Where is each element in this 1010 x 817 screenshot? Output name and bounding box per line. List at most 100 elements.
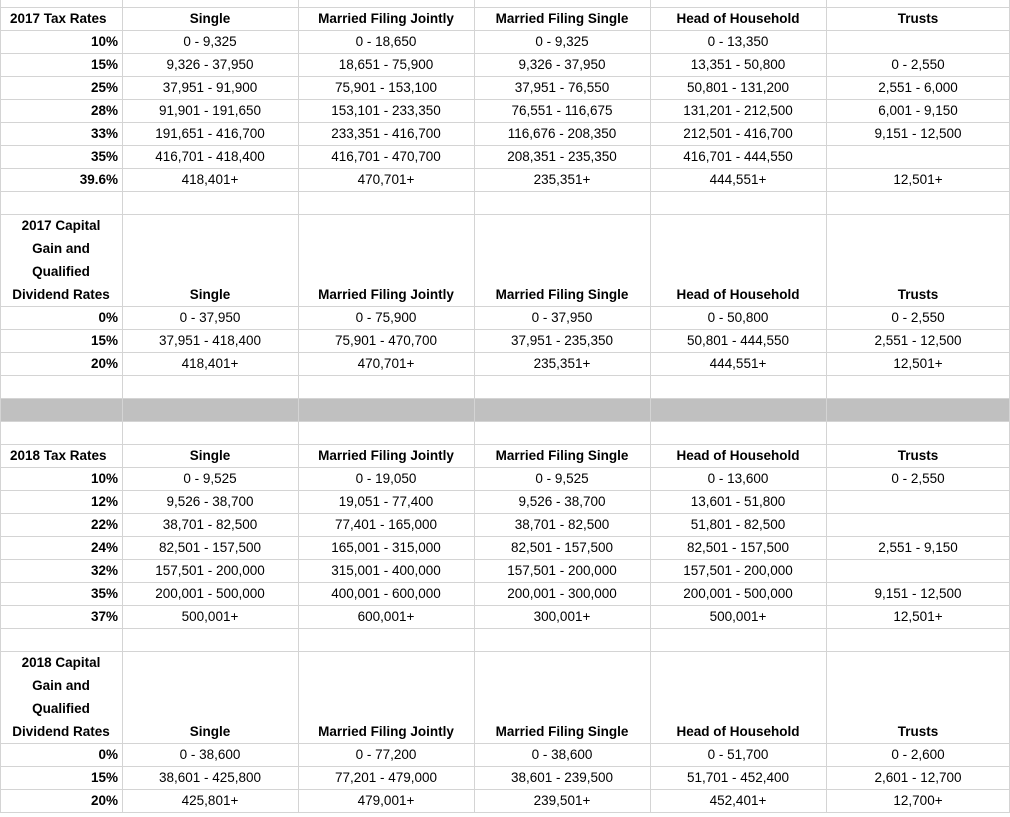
grid-line — [0, 191, 1010, 192]
grid-line — [0, 7, 1010, 8]
rate: 20% — [90, 356, 118, 371]
bracket: 38,601 - 239,500 — [510, 770, 614, 785]
bracket: 75,901 - 470,700 — [334, 333, 438, 348]
grid-line — [0, 122, 1010, 123]
section-title: Qualified — [32, 701, 90, 716]
grid-line — [474, 0, 475, 812]
bracket: 0 - 19,050 — [355, 471, 417, 486]
rate: 15% — [90, 333, 118, 348]
bracket: 200,001 - 500,000 — [155, 586, 265, 601]
section-title: Qualified — [32, 264, 90, 279]
bracket: 37,951 - 235,350 — [510, 333, 614, 348]
bracket: 212,501 - 416,700 — [683, 126, 793, 141]
bracket: 77,201 - 479,000 — [334, 770, 438, 785]
bracket: 51,701 - 452,400 — [686, 770, 790, 785]
bracket: 300,001+ — [533, 609, 591, 624]
rate: 20% — [90, 793, 118, 808]
column-header: Married Filing Jointly — [318, 724, 454, 739]
column-header: Head of Household — [676, 724, 800, 739]
grid-line — [0, 628, 1010, 629]
bracket: 500,001+ — [181, 609, 239, 624]
grid-line — [0, 559, 1010, 560]
rate: 10% — [90, 34, 118, 49]
grid-line — [0, 513, 1010, 514]
column-header: Head of Household — [676, 11, 800, 26]
grid-line — [0, 329, 1010, 330]
bracket: 0 - 9,525 — [535, 471, 589, 486]
section-title: Gain and — [32, 678, 90, 693]
bracket: 12,700+ — [893, 793, 943, 808]
bracket: 9,526 - 38,700 — [166, 494, 254, 509]
bracket: 235,351+ — [533, 356, 591, 371]
grid-line — [298, 0, 299, 812]
bracket: 444,551+ — [709, 356, 767, 371]
grid-line — [0, 375, 1010, 376]
section-title: Gain and — [32, 241, 90, 256]
bracket: 0 - 2,550 — [891, 471, 945, 486]
column-header: Married Filing Single — [495, 11, 629, 26]
grid-line — [0, 467, 1010, 468]
bracket: 82,501 - 157,500 — [158, 540, 262, 555]
grid-line — [0, 421, 1010, 422]
rate: 39.6% — [79, 172, 118, 187]
grid-line — [0, 30, 1010, 31]
bracket: 239,501+ — [533, 793, 591, 808]
bracket: 18,651 - 75,900 — [338, 57, 434, 72]
column-header: Married Filing Jointly — [318, 287, 454, 302]
column-header: Married Filing Single — [495, 448, 629, 463]
bracket: 0 - 77,200 — [355, 747, 417, 762]
bracket: 9,151 - 12,500 — [874, 586, 962, 601]
bracket: 91,901 - 191,650 — [158, 103, 262, 118]
bracket: 0 - 9,325 — [183, 34, 237, 49]
bracket: 37,951 - 91,900 — [162, 80, 258, 95]
section-title: Dividend Rates — [12, 724, 110, 739]
column-header: Head of Household — [676, 448, 800, 463]
bracket: 416,701 - 418,400 — [155, 149, 265, 164]
column-header: Married Filing Jointly — [318, 11, 454, 26]
bracket: 0 - 37,950 — [179, 310, 241, 325]
bracket: 19,051 - 77,400 — [338, 494, 434, 509]
bracket: 77,401 - 165,000 — [334, 517, 438, 532]
bracket: 82,501 - 157,500 — [686, 540, 790, 555]
bracket: 208,351 - 235,350 — [507, 149, 617, 164]
grid-line — [0, 53, 1010, 54]
bracket: 9,326 - 37,950 — [518, 57, 606, 72]
bracket: 2,601 - 12,700 — [874, 770, 962, 785]
rate: 22% — [90, 517, 118, 532]
column-header: Trusts — [897, 724, 939, 739]
grid-line — [0, 605, 1010, 606]
column-header: Single — [189, 724, 231, 739]
bracket: 470,701+ — [357, 356, 415, 371]
bracket: 500,001+ — [709, 609, 767, 624]
bracket: 131,201 - 212,500 — [683, 103, 793, 118]
column-header: Married Filing Jointly — [318, 448, 454, 463]
column-header: Single — [189, 11, 231, 26]
grid-line — [0, 766, 1010, 767]
rate: 10% — [90, 471, 118, 486]
bracket: 0 - 50,800 — [707, 310, 769, 325]
bracket: 165,001 - 315,000 — [331, 540, 441, 555]
rate: 0% — [98, 310, 118, 325]
bracket: 157,501 - 200,000 — [155, 563, 265, 578]
bracket: 76,551 - 116,675 — [511, 103, 613, 118]
bracket: 38,701 - 82,500 — [514, 517, 610, 532]
grid-line — [0, 812, 1010, 813]
rate: 0% — [98, 747, 118, 762]
grid-line — [0, 490, 1010, 491]
bracket: 452,401+ — [709, 793, 767, 808]
column-header: Trusts — [897, 11, 939, 26]
column-header: Head of Household — [676, 287, 800, 302]
bracket: 6,001 - 9,150 — [878, 103, 958, 118]
bracket: 116,676 - 208,350 — [507, 126, 617, 141]
bracket: 12,501+ — [893, 609, 943, 624]
bracket: 0 - 9,325 — [535, 34, 589, 49]
column-header: Married Filing Single — [495, 287, 629, 302]
rate: 28% — [90, 103, 118, 118]
bracket: 418,401+ — [181, 172, 239, 187]
bracket: 37,951 - 76,550 — [514, 80, 610, 95]
column-header: Trusts — [897, 448, 939, 463]
grid-line — [0, 651, 1010, 652]
bracket: 191,651 - 416,700 — [155, 126, 265, 141]
bracket: 200,001 - 300,000 — [507, 586, 617, 601]
grid-line — [0, 398, 1010, 399]
